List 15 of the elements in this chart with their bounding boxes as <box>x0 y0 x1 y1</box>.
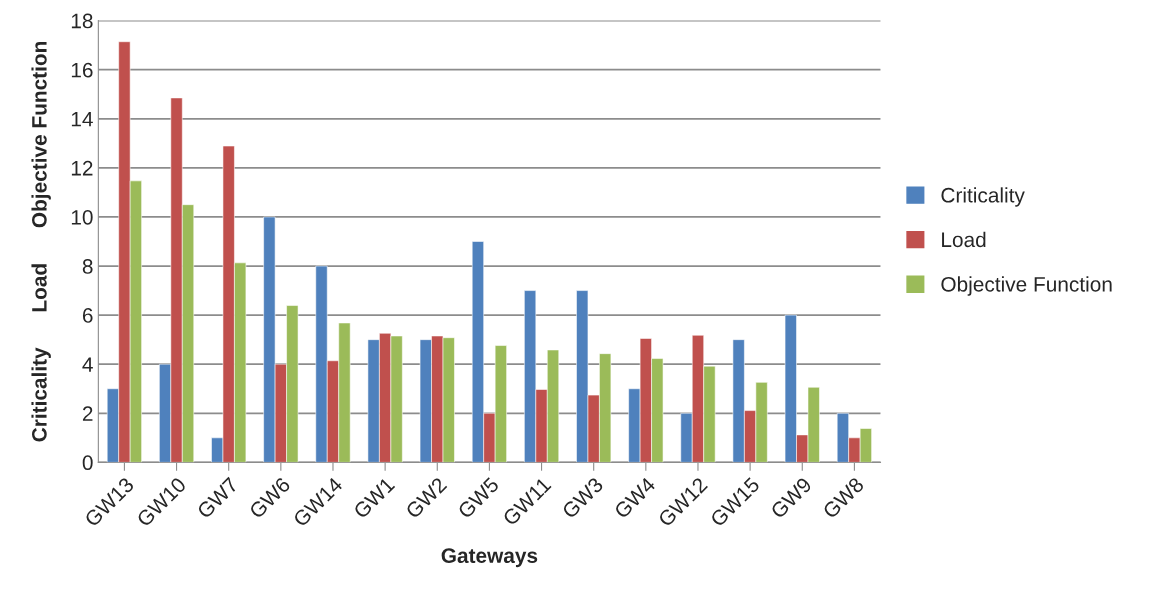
y-tick-label: 2 <box>82 406 93 421</box>
y-tick-label: 8 <box>82 259 93 274</box>
y-tick-label: 18 <box>71 13 93 29</box>
y-tick-label: 14 <box>71 112 93 127</box>
y-tick-label: 0 <box>82 455 93 471</box>
y-tick-label: 4 <box>82 357 93 372</box>
legend-label: Objective Function <box>941 276 1112 296</box>
y-axis-title: Criticality Load Objective Function <box>31 41 51 442</box>
y-tick-label: 12 <box>71 160 93 176</box>
y-tick-label: 16 <box>71 62 93 78</box>
x-axis-title: Gateways <box>441 548 538 568</box>
y-tick-label: 6 <box>82 308 93 323</box>
legend-label: Criticality <box>941 187 1025 207</box>
y-tick-label: 10 <box>71 209 93 225</box>
legend-label: Load <box>942 231 986 248</box>
